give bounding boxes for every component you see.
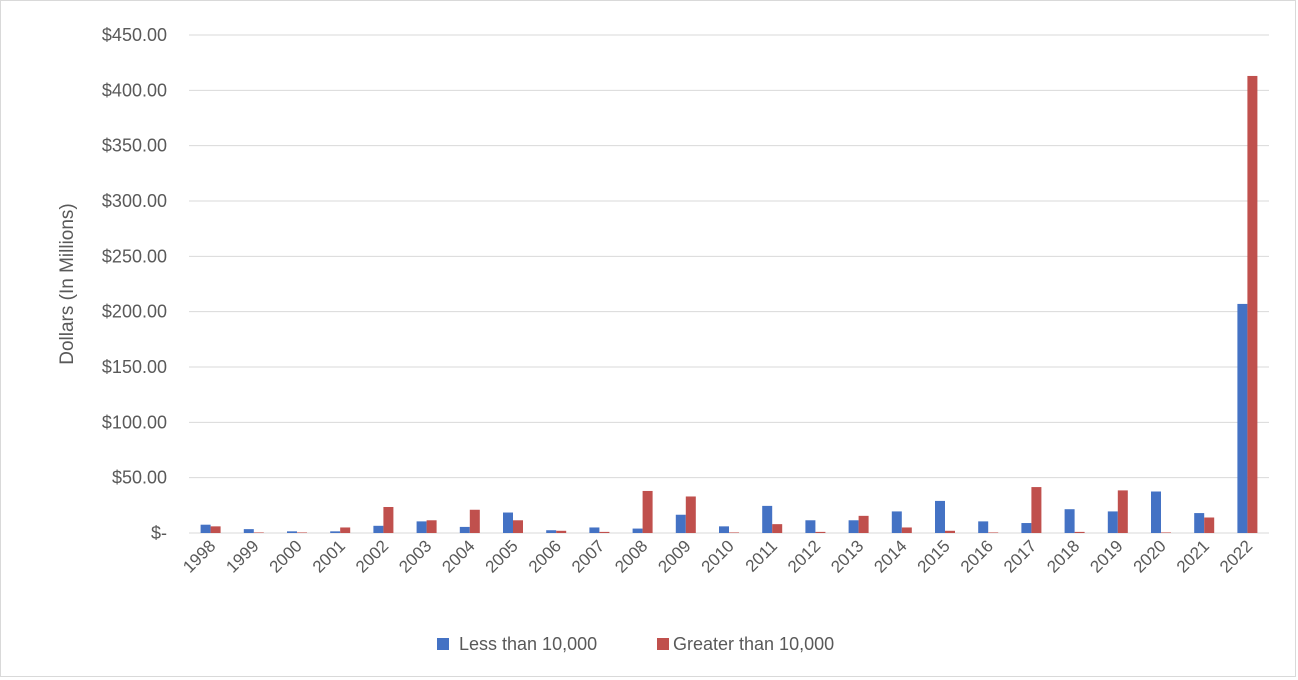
- bar-less-than-10000-2005: [503, 512, 513, 533]
- bar-less-than-10000-2014: [891, 511, 902, 533]
- bar-less-than-10000-2002: [373, 525, 384, 533]
- y-tick-label: $400.00: [102, 80, 167, 100]
- bar-greater-than-10000-2007: [599, 531, 610, 533]
- bar-greater-than-10000-2004: [469, 509, 480, 533]
- bar-greater-than-10000-2019: [1117, 490, 1128, 533]
- x-tick-label: 2000: [266, 536, 306, 576]
- bar-less-than-10000-2003: [416, 521, 427, 533]
- bar-less-than-10000-2015: [935, 500, 945, 533]
- x-tick-label: 2014: [870, 536, 910, 576]
- bar-less-than-10000-2008: [632, 528, 643, 533]
- x-tick-label: 2008: [611, 536, 651, 576]
- x-tick-label: 2004: [438, 536, 478, 576]
- bar-less-than-10000-2012: [805, 520, 816, 533]
- x-tick-label: 2019: [1086, 536, 1126, 576]
- bar-less-than-10000-2004: [459, 526, 470, 533]
- x-tick-label: 2018: [1043, 536, 1083, 576]
- legend-label-greater-than-10000: Greater than 10,000: [673, 634, 834, 654]
- bar-greater-than-10000-2010: [729, 532, 739, 533]
- x-tick-label: 2011: [742, 536, 781, 575]
- bar-less-than-10000-1998: [200, 524, 211, 533]
- bar-greater-than-10000-2009: [685, 496, 696, 533]
- y-tick-label: $250.00: [102, 246, 167, 266]
- x-tick-label: 2015: [914, 536, 954, 576]
- y-tick-label: $-: [151, 523, 167, 543]
- x-tick-label: 2012: [784, 536, 824, 576]
- bar-less-than-10000-2010: [719, 526, 729, 533]
- x-tick-label: 2013: [827, 536, 867, 576]
- x-tick-label: 2005: [482, 536, 522, 576]
- bar-greater-than-10000-2015: [945, 530, 955, 533]
- x-tick-label: 2009: [654, 536, 694, 576]
- bar-greater-than-10000-2005: [513, 520, 523, 533]
- y-axis-label: Dollars (In Millions): [57, 203, 78, 365]
- y-tick-label: $150.00: [102, 357, 167, 377]
- bar-greater-than-10000-2008: [642, 490, 653, 533]
- bar-less-than-10000-2022: [1237, 303, 1248, 533]
- bar-less-than-10000-2021: [1194, 513, 1205, 533]
- bar-less-than-10000-2006: [546, 530, 557, 533]
- bar-greater-than-10000-2001: [340, 527, 351, 533]
- x-tick-label: 2003: [395, 536, 435, 576]
- x-tick-label: 2021: [1173, 536, 1213, 576]
- gridlines: [189, 34, 1269, 534]
- y-tick-label: $100.00: [102, 412, 167, 432]
- x-tick-label: 2020: [1130, 536, 1170, 576]
- x-tick-label: 2022: [1216, 536, 1256, 576]
- bar-greater-than-10000-2016: [988, 532, 999, 533]
- bar-less-than-10000-2013: [848, 520, 859, 533]
- y-tick-label: $300.00: [102, 191, 167, 211]
- bar-less-than-10000-2009: [675, 514, 686, 533]
- x-tick-label: 2006: [525, 536, 565, 576]
- bar-less-than-10000-2011: [762, 505, 773, 533]
- y-tick-label: $450.00: [102, 25, 167, 45]
- bar-greater-than-10000-2000: [297, 532, 307, 533]
- legend-swatch-greater-than-10000: [657, 638, 669, 650]
- bars: [200, 75, 1258, 534]
- bar-less-than-10000-2000: [287, 531, 297, 533]
- bar-less-than-10000-2018: [1064, 509, 1075, 533]
- x-tick-label: 1998: [179, 536, 219, 576]
- y-tick-label: $50.00: [112, 468, 167, 488]
- legend: Less than 10,000 Greater than 10,000: [437, 634, 834, 654]
- y-tick-label: $350.00: [102, 136, 167, 156]
- bar-greater-than-10000-2003: [426, 520, 437, 533]
- y-axis-ticks: $- $50.00 $100.00 $150.00 $200.00 $250.00 $300…: [102, 25, 167, 543]
- legend-swatch-less-than-10000: [437, 638, 449, 650]
- x-tick-label: 2001: [309, 536, 349, 576]
- bar-greater-than-10000-1999: [253, 532, 264, 533]
- bar-less-than-10000-1999: [243, 529, 254, 533]
- bar-greater-than-10000-2020: [1161, 532, 1171, 533]
- bar-greater-than-10000-2013: [858, 515, 869, 533]
- x-tick-label: 2007: [568, 536, 608, 576]
- bar-less-than-10000-2020: [1151, 491, 1161, 533]
- bar-less-than-10000-2007: [589, 527, 600, 533]
- bar-greater-than-10000-2006: [556, 530, 567, 533]
- x-axis-ticks: 1998 1999 2000 2001 2002 2003 2004 2005 2006 2007…: [179, 536, 1256, 576]
- bar-greater-than-10000-2021: [1204, 517, 1215, 533]
- bar-greater-than-10000-2022: [1247, 75, 1258, 534]
- bar-greater-than-10000-2011: [772, 524, 783, 533]
- bar-less-than-10000-2016: [978, 521, 989, 533]
- x-tick-label: 2017: [1000, 536, 1040, 576]
- x-tick-label: 2002: [352, 536, 392, 576]
- bar-greater-than-10000-2017: [1031, 487, 1042, 533]
- x-tick-label: 1999: [222, 536, 262, 576]
- bar-less-than-10000-2017: [1021, 523, 1032, 533]
- bar-less-than-10000-2001: [330, 531, 341, 533]
- x-tick-label: 2010: [698, 536, 738, 576]
- bar-greater-than-10000-2002: [383, 506, 394, 533]
- legend-label-less-than-10000: Less than 10,000: [459, 634, 597, 654]
- bar-greater-than-10000-2014: [901, 527, 912, 533]
- bar-greater-than-10000-2012: [815, 531, 826, 533]
- x-tick-label: 2016: [957, 536, 997, 576]
- bar-less-than-10000-2019: [1107, 511, 1118, 533]
- y-tick-label: $200.00: [102, 302, 167, 322]
- bar-greater-than-10000-1998: [210, 526, 221, 533]
- bar-greater-than-10000-2018: [1074, 531, 1085, 533]
